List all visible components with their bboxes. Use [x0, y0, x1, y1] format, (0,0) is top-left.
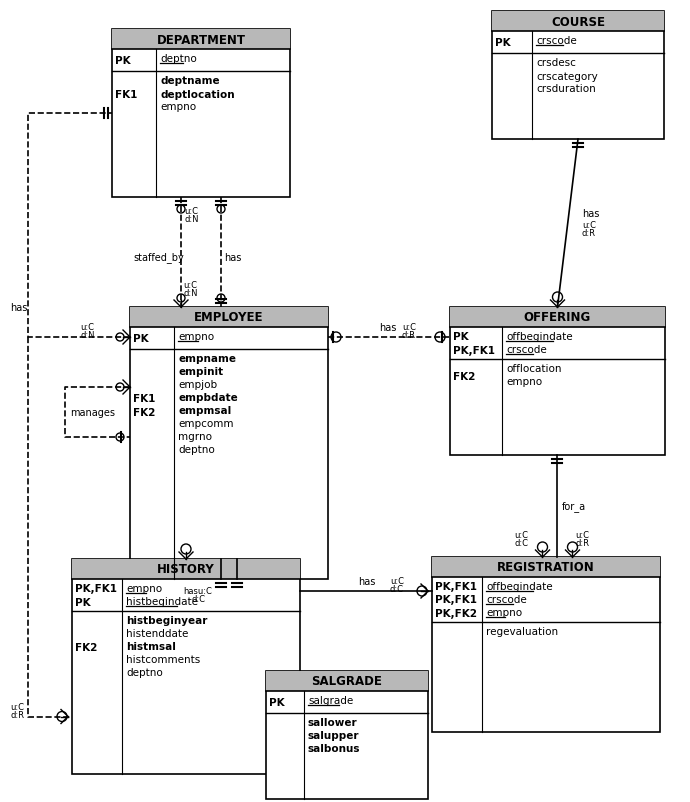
Text: empno: empno	[160, 103, 196, 112]
Text: empcomm: empcomm	[178, 419, 233, 429]
Text: staffed_by: staffed_by	[133, 253, 184, 263]
Text: crscode: crscode	[536, 36, 577, 47]
Bar	[130, 308, 328, 327]
Text: FK2: FK2	[453, 371, 475, 382]
Text: deptno: deptno	[178, 445, 215, 455]
Text: SALGRADE: SALGRADE	[312, 674, 382, 687]
Text: PK,FK1
PK: PK,FK1 PK	[75, 584, 117, 607]
Text: offbegindate: offbegindate	[486, 581, 553, 592]
Text: u:C: u:C	[184, 207, 198, 217]
Text: PK: PK	[495, 38, 511, 48]
Bar	[492, 12, 664, 32]
Bar	[112, 30, 290, 198]
Text: FK1: FK1	[115, 91, 137, 100]
Text: FK1
FK2: FK1 FK2	[133, 394, 155, 417]
Bar	[432, 557, 660, 732]
Text: EMPLOYEE: EMPLOYEE	[195, 311, 264, 324]
Text: u:C: u:C	[183, 282, 197, 290]
Text: empno: empno	[506, 377, 542, 387]
Text: crscode: crscode	[486, 595, 526, 605]
Text: FK2: FK2	[75, 642, 97, 653]
Text: has: has	[582, 209, 600, 219]
Text: salupper: salupper	[308, 731, 359, 740]
Bar	[492, 12, 664, 140]
Bar	[266, 671, 428, 799]
Text: salbonus: salbonus	[308, 743, 360, 754]
Text: for_a: for_a	[562, 501, 586, 512]
Text: u:C: u:C	[390, 577, 404, 585]
Text: crsdesc: crsdesc	[536, 59, 576, 68]
Text: u:C: u:C	[582, 221, 596, 230]
Text: u:C: u:C	[80, 323, 94, 332]
Text: mgrno: mgrno	[178, 432, 212, 442]
Text: d:C: d:C	[390, 585, 404, 593]
Text: OFFERING: OFFERING	[524, 311, 591, 324]
Text: d:R: d:R	[402, 331, 416, 340]
Text: empno: empno	[178, 332, 214, 342]
Text: has: has	[224, 253, 241, 263]
Text: u:C: u:C	[515, 531, 529, 540]
Text: crscategory: crscategory	[536, 71, 598, 81]
Text: deptno: deptno	[160, 55, 197, 64]
Text: salgrade: salgrade	[308, 695, 353, 706]
Text: d:R: d:R	[582, 229, 596, 238]
Text: histbeginyear: histbeginyear	[126, 616, 208, 626]
Bar	[72, 559, 300, 774]
Text: COURSE: COURSE	[551, 15, 605, 28]
Text: PK: PK	[269, 697, 284, 707]
Text: deptname: deptname	[160, 76, 219, 87]
Text: REGISTRATION: REGISTRATION	[497, 561, 595, 573]
Text: histcomments: histcomments	[126, 654, 200, 665]
Text: d:N: d:N	[184, 215, 199, 225]
Text: empbdate: empbdate	[178, 393, 238, 403]
Bar	[72, 559, 300, 579]
Text: histmsal: histmsal	[126, 642, 176, 652]
Text: PK: PK	[133, 334, 148, 343]
Text: regevaluation: regevaluation	[486, 626, 558, 637]
Text: deptno: deptno	[126, 668, 163, 678]
Text: histbegindate: histbegindate	[126, 597, 198, 607]
Text: d:N: d:N	[80, 331, 95, 340]
Text: sallower: sallower	[308, 718, 357, 727]
Text: d:C: d:C	[515, 539, 529, 548]
Text: PK: PK	[115, 56, 130, 66]
Text: empmsal: empmsal	[178, 406, 231, 416]
Text: crscode: crscode	[506, 345, 546, 355]
Bar	[112, 30, 290, 50]
Text: empjob: empjob	[178, 380, 217, 390]
Text: empname: empname	[178, 354, 236, 364]
Text: DEPARTMENT: DEPARTMENT	[157, 34, 246, 47]
Text: has: has	[10, 302, 28, 313]
Text: PK,FK1
PK,FK1
PK,FK2: PK,FK1 PK,FK1 PK,FK2	[435, 581, 477, 618]
Bar	[450, 308, 665, 327]
Bar	[130, 308, 328, 579]
Text: d:R: d:R	[575, 539, 589, 548]
Text: d:N: d:N	[183, 290, 197, 298]
Text: u:C: u:C	[575, 531, 589, 540]
Text: HISTORY: HISTORY	[157, 563, 215, 576]
Text: d:C: d:C	[191, 595, 205, 604]
Text: offlocation: offlocation	[506, 364, 562, 374]
Text: deptlocation: deptlocation	[160, 89, 235, 99]
Text: offbegindate: offbegindate	[506, 332, 573, 342]
Text: empno: empno	[126, 584, 162, 593]
Text: has: has	[358, 577, 375, 586]
Text: histenddate: histenddate	[126, 629, 188, 638]
Text: d:R: d:R	[10, 710, 24, 719]
Bar	[450, 308, 665, 456]
Text: manages: manages	[70, 407, 115, 418]
Text: u:C: u:C	[10, 702, 24, 711]
Text: PK
PK,FK1: PK PK,FK1	[453, 332, 495, 355]
Text: has: has	[379, 322, 396, 333]
Bar	[432, 557, 660, 577]
Text: empinit: empinit	[178, 367, 223, 377]
Text: hasu:C: hasu:C	[183, 587, 212, 596]
Text: u:C: u:C	[402, 323, 416, 332]
Bar	[266, 671, 428, 691]
Text: crsduration: crsduration	[536, 84, 595, 95]
Text: empno: empno	[486, 608, 522, 618]
